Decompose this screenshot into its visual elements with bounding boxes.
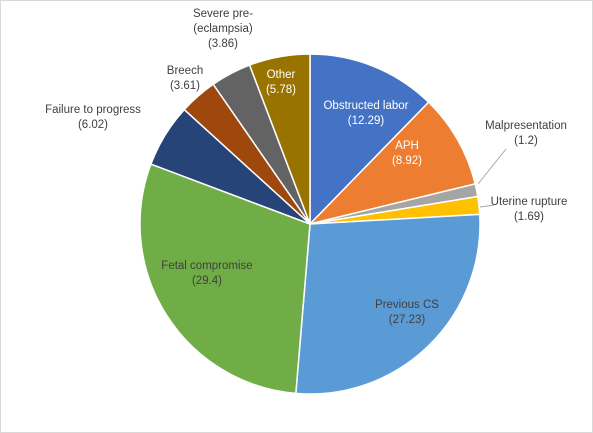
leader-line-malpresentation	[477, 148, 507, 185]
data-label-obstructed-labor: Obstructed labor (12.29)	[323, 100, 408, 127]
data-label-breech: Breech (3.61)	[167, 65, 203, 92]
pie-slice-obstructed-labor	[309, 53, 430, 226]
leader-line-uterine-rupture	[479, 204, 495, 208]
data-label-malpresentation: Malpresentation (1.2)	[485, 120, 567, 147]
pie-slice-previous-cs	[294, 213, 481, 395]
data-label-uterine-rupture: Uterine rupture (1.69)	[491, 196, 568, 223]
pie-slice-fetal-compromise	[139, 163, 311, 395]
data-label-aph: APH (8.92)	[392, 140, 422, 167]
data-label-previous-cs: Previous CS (27.23)	[375, 299, 439, 326]
data-label-fetal-compromise: Fetal compromise (29.4)	[161, 260, 252, 287]
data-label-severe-pre-eclampsia: Severe pre-(eclampsia) (3.86)	[193, 8, 253, 50]
data-label-failure-to-progress: Failure to progress (6.02)	[45, 104, 141, 131]
pie-slice-other	[248, 53, 311, 225]
data-label-other: Other (5.78)	[266, 69, 296, 96]
